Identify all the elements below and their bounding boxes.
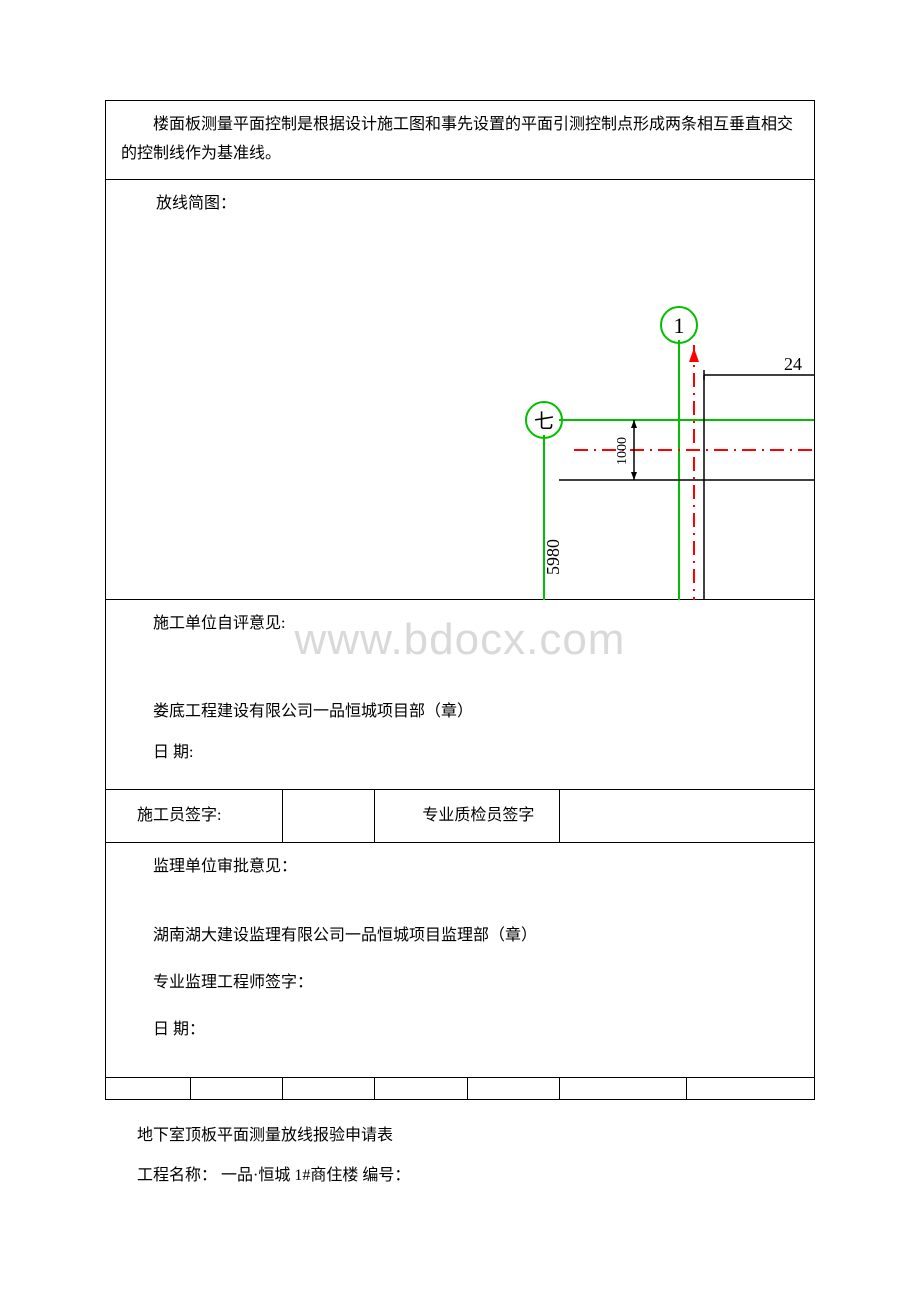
self-eval-stamp: 娄底工程建设有限公司一品恒城项目部（章） [121,698,799,727]
qc-sign-label: 专业质检员签字 [375,789,559,843]
self-eval-cell: 施工单位自评意见: 娄底工程建设有限公司一品恒城项目部（章） 日 期: [106,599,815,789]
footer-line2: 工程名称： 一品·恒城 1#商住楼 编号： [105,1158,815,1193]
layout-diagram: 1 七 [204,220,814,600]
constructor-sign-value[interactable] [283,789,375,843]
supervise-eng-label: 专业监理工程师签字： [121,969,799,998]
blank-cell [375,1078,467,1100]
svg-text:1000: 1000 [615,437,630,465]
svg-text:七: 七 [534,410,554,433]
constructor-sign-label: 施工员签字: [106,789,283,843]
blank-cell [687,1078,815,1100]
description-text: 楼面板测量平面控制是根据设计施工图和事先设置的平面引测控制点形成两条相互垂直相交… [121,116,793,162]
diagram-cell: 放线简图： 1 [106,179,815,599]
self-eval-date-label: 日 期: [121,739,799,768]
blank-cell [467,1078,559,1100]
qc-sign-value[interactable] [559,789,814,843]
form-table: 楼面板测量平面控制是根据设计施工图和事先设置的平面引测控制点形成两条相互垂直相交… [105,100,815,1100]
self-eval-label: 施工单位自评意见: [121,610,799,639]
diagram-svg-wrap: 1 七 [106,220,814,599]
blank-cell [191,1078,283,1100]
blank-cell [106,1078,191,1100]
supervise-cell: 监理单位审批意见： 湖南湖大建设监理有限公司一品恒城项目监理部（章） 专业监理工… [106,843,815,1078]
description-cell: 楼面板测量平面控制是根据设计施工图和事先设置的平面引测控制点形成两条相互垂直相交… [106,101,815,180]
supervise-stamp: 湖南湖大建设监理有限公司一品恒城项目监理部（章） [121,922,799,951]
svg-text:24: 24 [784,354,802,374]
diagram-title: 放线简图： [156,190,236,219]
supervise-label: 监理单位审批意见： [121,853,799,882]
blank-cell [283,1078,375,1100]
svg-text:1: 1 [674,313,685,338]
footer-line1: 地下室顶板平面测量放线报验申请表 [105,1118,815,1153]
blank-cell [559,1078,687,1100]
supervise-date-label: 日 期： [121,1016,799,1045]
svg-text:5980: 5980 [543,539,563,575]
